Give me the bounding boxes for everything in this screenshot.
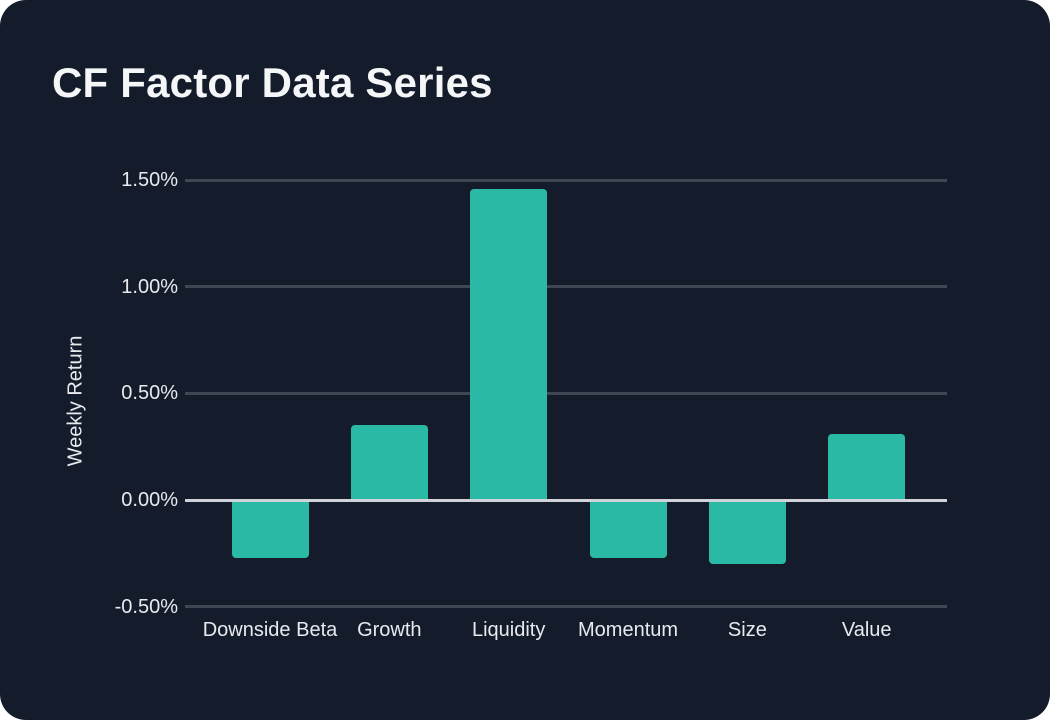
- gridline: [185, 605, 947, 609]
- bar-value[interactable]: [828, 433, 906, 500]
- gridline: [185, 285, 947, 289]
- y-tick-label: 1.50%: [121, 169, 178, 191]
- bar-downside-beta[interactable]: [231, 500, 309, 558]
- y-tick-label: 0.50%: [121, 382, 178, 405]
- y-tick-label: 0.00%: [121, 489, 178, 511]
- bar-momentum[interactable]: [589, 500, 667, 558]
- chart-title: CF Factor Data Series: [52, 59, 493, 106]
- y-tick-label: 1.00%: [121, 275, 178, 298]
- x-tick-label-size: Size: [727, 619, 767, 641]
- x-tick-label-value: Value: [841, 619, 892, 641]
- bar-liquidity[interactable]: [470, 188, 548, 500]
- x-tick-label-momentum: Momentum: [578, 619, 679, 641]
- x-tick-label-downside-beta: Downside Beta: [202, 619, 338, 641]
- gridline: [185, 391, 947, 395]
- bar-growth[interactable]: [350, 425, 428, 500]
- x-tick-label-growth: Growth: [357, 619, 422, 641]
- zero-gridline: [185, 498, 947, 502]
- x-tick-label-liquidity: Liquidity: [471, 619, 546, 641]
- y-tick-label: -0.50%: [114, 595, 178, 618]
- bar-size[interactable]: [708, 500, 786, 564]
- gridline: [185, 178, 947, 182]
